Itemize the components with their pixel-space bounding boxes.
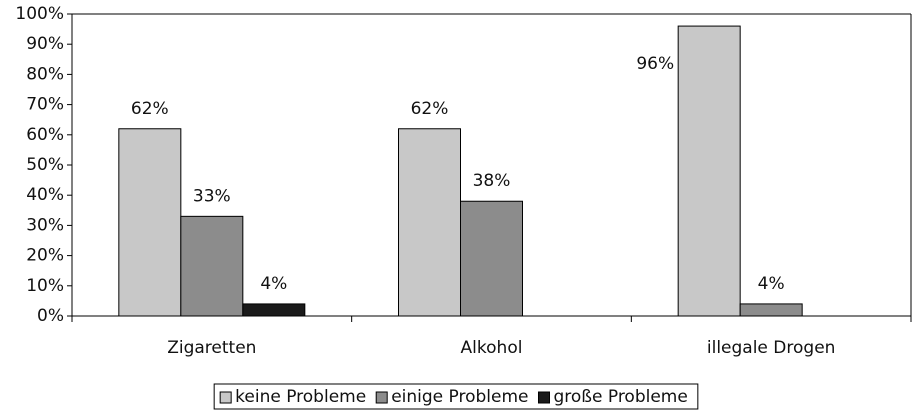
- y-tick-label: 70%: [26, 95, 64, 115]
- y-tick-label: 50%: [26, 155, 64, 175]
- x-tick-label: Alkohol: [461, 338, 523, 358]
- legend-swatch: [375, 391, 388, 404]
- legend-label: keine Probleme: [235, 387, 366, 407]
- legend-label: einige Probleme: [391, 387, 528, 407]
- bar: [180, 215, 244, 317]
- y-tick-label: 10%: [26, 276, 64, 296]
- bar: [460, 200, 523, 317]
- value-label: 38%: [473, 171, 511, 191]
- y-tick-label: 60%: [26, 125, 64, 145]
- legend-box: [213, 383, 699, 410]
- value-label: 4%: [758, 274, 785, 294]
- y-tick-label: 80%: [26, 64, 64, 84]
- value-label: 33%: [193, 186, 231, 206]
- value-label: 96%: [636, 54, 674, 74]
- legend-swatch: [219, 391, 232, 404]
- bar: [739, 303, 803, 317]
- value-label: 4%: [260, 274, 287, 294]
- bar: [118, 128, 182, 317]
- legend-label: große Probleme: [553, 387, 687, 407]
- y-tick-label: 30%: [26, 215, 64, 235]
- legend-swatch: [537, 391, 550, 404]
- y-tick-label: 0%: [37, 306, 64, 326]
- y-tick-label: 100%: [15, 4, 64, 24]
- bar: [242, 303, 306, 317]
- x-tick-label: Zigaretten: [167, 338, 256, 358]
- bar: [677, 25, 741, 317]
- value-label: 62%: [411, 99, 449, 119]
- y-tick-label: 40%: [26, 185, 64, 205]
- value-label: 62%: [131, 99, 169, 119]
- y-tick-label: 90%: [26, 34, 64, 54]
- x-tick-label: illegale Drogen: [707, 338, 836, 358]
- bar: [398, 128, 461, 317]
- y-tick-label: 20%: [26, 246, 64, 266]
